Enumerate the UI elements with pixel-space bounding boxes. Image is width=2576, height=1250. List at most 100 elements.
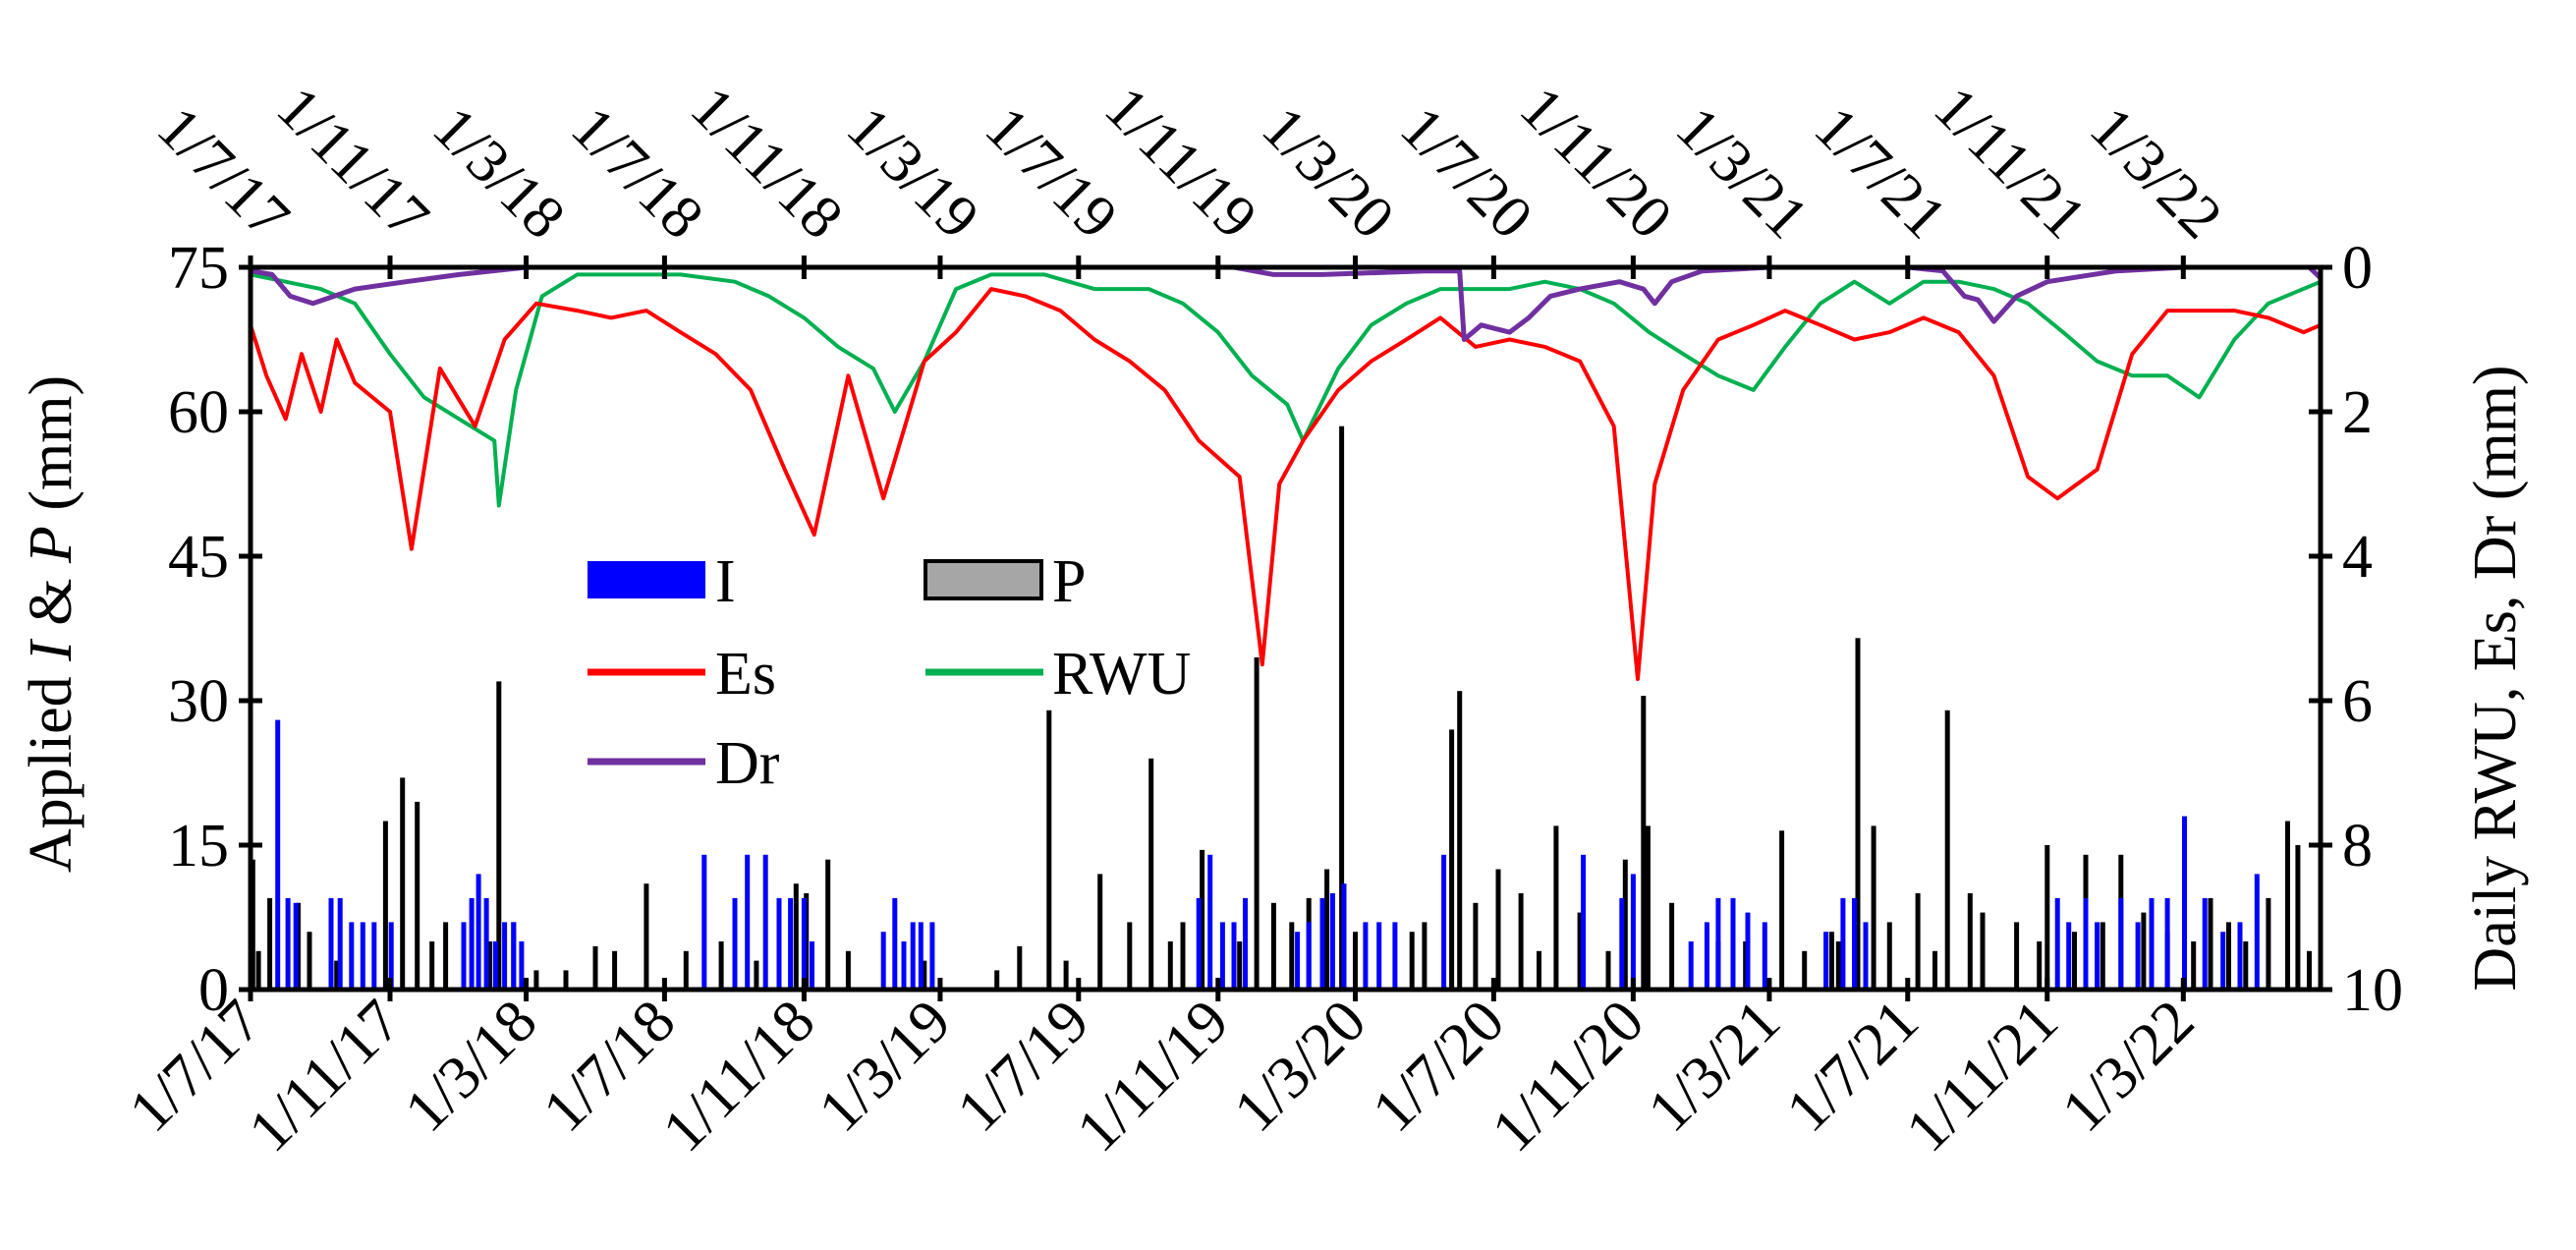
- p-bar-28: [994, 970, 1000, 990]
- ytick-left-label-2: 30: [168, 668, 229, 735]
- i-bar-61: [2095, 922, 2100, 990]
- p-bar-90: [2295, 845, 2301, 990]
- i-bar-28: [910, 922, 916, 990]
- i-bar-49: [1704, 922, 1709, 990]
- i-bar-70: [2254, 874, 2260, 990]
- i-bar-44: [1441, 854, 1447, 990]
- p-bar-34: [1148, 758, 1154, 990]
- p-bar-51: [1495, 869, 1501, 990]
- p-bar-86: [2226, 922, 2231, 990]
- p-bar-91: [2307, 950, 2312, 990]
- p-bar-64: [1802, 950, 1808, 990]
- p-bar-1: [255, 950, 261, 990]
- p-bar-38: [1237, 941, 1243, 990]
- legend-swatch-i: [588, 561, 705, 598]
- p-bar-84: [2191, 941, 2197, 990]
- i-bar-63: [2135, 922, 2141, 990]
- p-bar-37: [1200, 849, 1205, 990]
- p-bar-89: [2285, 821, 2290, 990]
- p-bar-9: [429, 941, 435, 990]
- p-bar-45: [1353, 932, 1358, 990]
- i-bar-37: [1306, 922, 1312, 990]
- p-bar-63: [1779, 830, 1785, 990]
- p-bar-52: [1518, 893, 1524, 990]
- p-bar-35: [1167, 941, 1173, 990]
- legend-label-rwu: RWU: [1052, 641, 1191, 708]
- i-bar-64: [2149, 897, 2155, 990]
- p-bar-54: [1553, 825, 1559, 990]
- i-bar-45: [1581, 854, 1587, 990]
- p-bar-57: [1622, 859, 1628, 990]
- i-bar-65: [2164, 897, 2170, 990]
- ytick-left-label-0: 0: [198, 957, 229, 1024]
- p-bar-65: [1828, 932, 1834, 990]
- i-bar-1: [285, 897, 291, 990]
- ytick-right-label-5: 10: [2342, 957, 2403, 1024]
- p-bar-73: [1967, 893, 1973, 990]
- ytick-left-label-3: 45: [168, 524, 229, 591]
- i-bar-34: [1231, 922, 1237, 990]
- p-bar-36: [1180, 922, 1186, 990]
- ytick-right-label-3: 6: [2342, 668, 2373, 735]
- p-bar-82: [2141, 912, 2147, 990]
- es-line: [249, 287, 2322, 681]
- rwu-line: [250, 272, 2322, 508]
- p-bar-87: [2243, 941, 2249, 990]
- p-bar-17: [592, 945, 598, 990]
- p-bar-30: [1046, 710, 1052, 990]
- p-bar-39: [1254, 656, 1260, 990]
- p-bar-31: [1063, 960, 1069, 990]
- p-bar-47: [1422, 922, 1428, 990]
- p-bar-5: [334, 960, 340, 990]
- p-bar-60: [1669, 902, 1675, 990]
- p-bar-19: [644, 883, 649, 990]
- i-bar-47: [1630, 874, 1636, 990]
- y-axis-right-title: Daily RWU, Es, Dr (mm): [2462, 365, 2529, 991]
- i-bar-53: [1762, 922, 1767, 990]
- i-bar-38: [1319, 897, 1325, 990]
- i-bar-6: [360, 922, 365, 990]
- ytick-left-label-5: 75: [168, 235, 229, 302]
- p-bar-7: [400, 777, 406, 990]
- p-bar-88: [2266, 897, 2271, 990]
- p-bar-22: [754, 960, 759, 990]
- axes-frame: [248, 264, 2324, 993]
- p-bar-68: [1871, 825, 1876, 990]
- i-bar-21: [776, 897, 782, 990]
- legend-label-es: Es: [715, 641, 776, 708]
- i-bar-0: [275, 719, 281, 990]
- p-bar-75: [2014, 922, 2020, 990]
- i-bar-15: [511, 922, 517, 990]
- i-bar-17: [701, 854, 707, 990]
- tick-marks: [239, 256, 2332, 1001]
- p-bar-10: [443, 922, 449, 990]
- i-bar-62: [2118, 897, 2124, 990]
- p-bar-70: [1915, 893, 1921, 990]
- i-bar-14: [502, 922, 508, 990]
- i-bar-20: [762, 854, 768, 990]
- p-bar-80: [2100, 922, 2105, 990]
- i-bar-24: [810, 941, 814, 990]
- i-bar-27: [901, 941, 907, 990]
- i-bar-30: [929, 922, 935, 990]
- p-bar-2: [267, 897, 273, 990]
- ytick-left-label-4: 60: [168, 379, 229, 446]
- p-bar-15: [533, 970, 539, 990]
- i-bar-50: [1715, 897, 1721, 990]
- ytick-left-label-1: 15: [168, 813, 229, 880]
- i-bar-3: [328, 897, 334, 990]
- i-bar-46: [1619, 897, 1625, 990]
- i-bar-36: [1295, 932, 1301, 990]
- i-bar-54: [1823, 932, 1829, 990]
- p-bar-53: [1537, 950, 1541, 990]
- p-bar-67: [1855, 638, 1861, 990]
- p-bar-26: [845, 950, 851, 990]
- i-bar-31: [1196, 897, 1202, 990]
- p-bar-20: [683, 950, 689, 990]
- i-bar-56: [1852, 897, 1857, 990]
- p-bar-50: [1473, 902, 1479, 990]
- p-bar-43: [1324, 869, 1330, 990]
- i-bar-55: [1840, 897, 1846, 990]
- p-bar-59: [1645, 825, 1651, 990]
- bars-i-series: [275, 719, 2260, 990]
